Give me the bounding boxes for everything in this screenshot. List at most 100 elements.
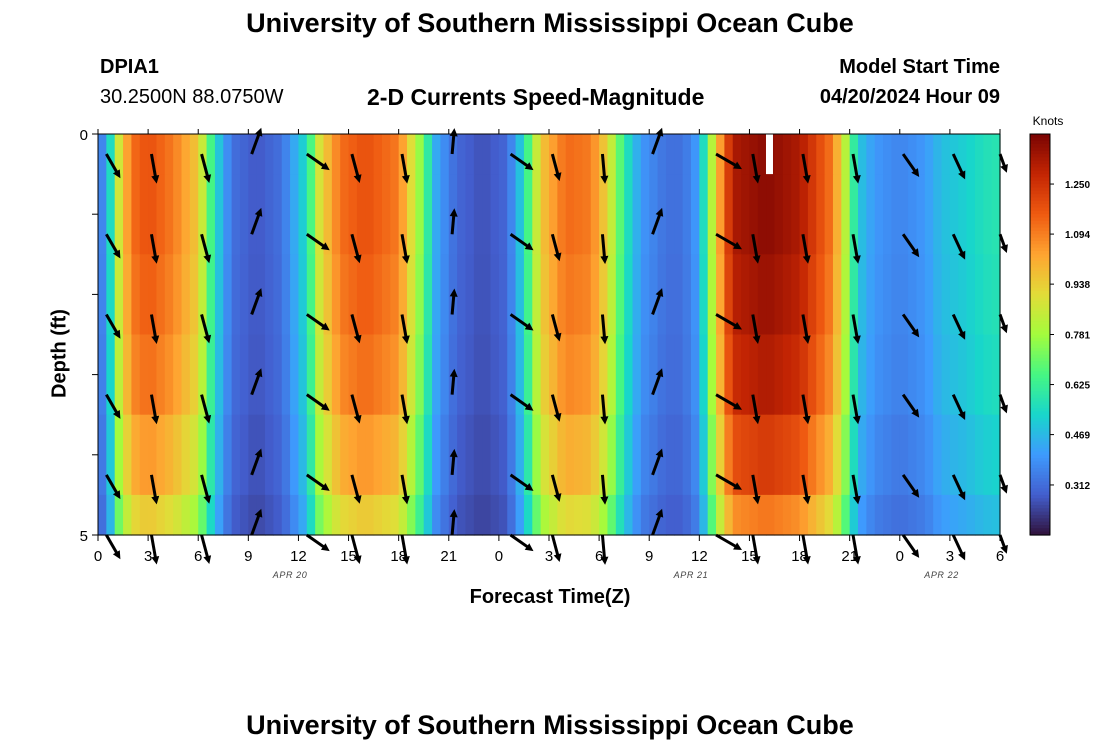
heatmap-cell <box>582 254 592 336</box>
heatmap-cell <box>265 134 274 175</box>
arrow-head <box>203 555 212 564</box>
heatmap-cell <box>858 174 867 255</box>
heatmap-cell <box>181 254 191 336</box>
heatmap-cell <box>306 134 316 175</box>
heatmap-cell <box>248 254 258 336</box>
heatmap-cell <box>273 254 283 336</box>
heatmap-cell <box>123 134 133 175</box>
arrow-shaft <box>651 131 662 155</box>
arrow-head <box>401 175 410 184</box>
colorbar-segment <box>1030 294 1050 299</box>
heatmap-cell <box>239 494 249 536</box>
heatmap-cell <box>674 414 684 496</box>
colorbar-segment <box>1030 444 1050 449</box>
arrow-head <box>553 252 562 262</box>
heatmap-cell <box>866 334 876 416</box>
colorbar-segment <box>1030 291 1050 295</box>
heatmap-cell <box>565 494 575 536</box>
colorbar-segment <box>1030 281 1050 285</box>
heatmap-cell <box>315 414 325 496</box>
arrow-head <box>151 255 160 264</box>
current-arrow <box>200 534 212 564</box>
current-arrow <box>250 508 263 536</box>
heatmap-cell <box>373 494 383 536</box>
heatmap-cell <box>407 134 416 175</box>
heatmap-cell <box>340 334 350 416</box>
heatmap-cell <box>682 134 692 175</box>
heatmap-cell <box>515 174 525 255</box>
heatmap-cell <box>674 494 684 536</box>
colorbar-segment <box>1030 134 1050 138</box>
arrow-shaft <box>400 394 408 420</box>
colorbar-segment <box>1030 184 1050 189</box>
arrow-head <box>852 255 861 264</box>
heatmap-cell <box>640 174 650 255</box>
arrow-head <box>254 368 263 378</box>
current-arrow <box>105 153 121 179</box>
heatmap-cell <box>164 174 174 255</box>
heatmap-cell <box>841 134 851 175</box>
heatmap-cell <box>632 254 642 336</box>
current-arrow <box>651 207 664 235</box>
current-arrow <box>715 232 742 250</box>
current-arrow <box>901 233 920 258</box>
heatmap-cell <box>757 414 767 496</box>
arrow-shaft <box>715 232 739 249</box>
colorbar-segment <box>1030 194 1050 199</box>
heatmap-cell <box>373 414 383 496</box>
colorbar-segment <box>1030 217 1050 222</box>
colorbar-segment <box>1030 160 1050 165</box>
arrow-shaft <box>715 393 739 409</box>
arrow-shaft <box>400 534 408 560</box>
heatmap-cell <box>624 134 634 175</box>
heatmap-cell <box>432 494 442 536</box>
colorbar-segment <box>1030 150 1050 155</box>
heatmap-cell <box>290 174 300 255</box>
colorbar-segment <box>1030 170 1050 175</box>
heatmap-cell <box>749 174 759 255</box>
arrow-head <box>151 556 160 565</box>
heatmap-cell <box>557 134 567 175</box>
heatmap-cell <box>432 174 442 255</box>
current-arrow <box>998 474 1008 494</box>
heatmap-cell <box>916 494 926 536</box>
arrow-head <box>553 332 562 342</box>
heatmap-cell <box>866 414 876 496</box>
heatmap-cell <box>565 134 575 175</box>
heatmap-cell <box>707 494 717 536</box>
colorbar-segment <box>1030 250 1050 255</box>
heatmap-cell <box>457 174 467 255</box>
heatmap-cell <box>390 174 400 255</box>
arrow-head <box>752 255 761 264</box>
heatmap-cell <box>741 174 751 255</box>
heatmap-cell <box>214 414 224 496</box>
current-arrow <box>105 393 121 419</box>
arrow-head <box>524 162 534 171</box>
current-arrow <box>305 152 330 171</box>
arrow-head <box>802 255 811 264</box>
arrow-shaft <box>715 313 739 329</box>
x-tick-label: 6 <box>194 548 202 565</box>
heatmap-cells <box>98 134 1001 536</box>
heatmap-cell <box>290 494 300 536</box>
arrow-shaft <box>350 314 360 339</box>
current-arrow <box>350 233 362 264</box>
arrow-head <box>655 288 664 297</box>
heatmap-cell <box>106 134 116 175</box>
current-arrow <box>901 153 920 177</box>
colorbar-segment <box>1030 458 1050 463</box>
heatmap-cell <box>214 174 224 255</box>
heatmap-cell <box>139 494 149 536</box>
heatmap-cell <box>599 334 609 416</box>
heatmap-cell <box>457 414 467 496</box>
heatmap-cell <box>331 334 341 416</box>
heatmap-cell <box>515 334 525 416</box>
heatmap-cell <box>774 174 784 255</box>
heatmap-cell <box>799 174 809 255</box>
arrow-shaft <box>600 234 607 260</box>
heatmap-cell <box>699 334 709 416</box>
current-arrow <box>600 394 609 425</box>
heatmap-cell <box>966 134 976 175</box>
arrow-shaft <box>851 394 859 420</box>
heatmap-cell <box>958 254 968 336</box>
